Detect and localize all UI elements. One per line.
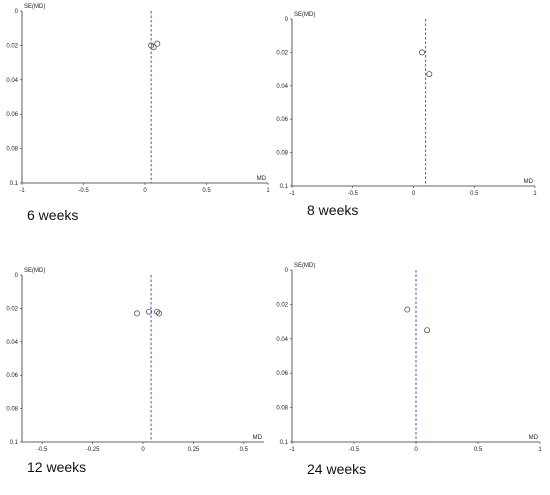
x-tick-label: 0.5	[470, 191, 479, 197]
study-point	[146, 308, 153, 315]
study-point	[404, 306, 411, 313]
x-tick-label: -1	[19, 188, 25, 194]
x-axis-label: MD	[257, 176, 267, 182]
x-tick-label: 0.5	[474, 447, 483, 453]
x-tick-label: 0	[141, 447, 145, 453]
y-tick-label: 0.1	[280, 440, 289, 446]
y-tick-label: 0.1	[10, 440, 19, 446]
y-axis-label: SE(MD)	[24, 4, 45, 10]
study-point	[154, 308, 161, 315]
x-tick-label: 0	[412, 191, 416, 197]
x-tick-label: 0.5	[240, 447, 249, 453]
x-tick-label: -0.25	[86, 447, 100, 453]
y-tick-label: 0	[15, 9, 19, 15]
y-tick-label: 0.06	[6, 373, 18, 379]
study-point	[150, 44, 157, 51]
y-tick-label: 0	[15, 273, 19, 279]
x-axis-label: MD	[524, 179, 534, 185]
study-point	[154, 40, 161, 47]
y-tick-label: 0.02	[276, 50, 288, 56]
caption-12-weeks: 12 weeks	[27, 459, 87, 475]
y-tick-label: 0.08	[276, 406, 288, 412]
y-tick-label: 0.06	[276, 371, 288, 377]
study-point	[133, 310, 140, 317]
study-point	[424, 327, 431, 334]
y-tick-label: 0.06	[6, 112, 18, 118]
y-axis-label: SE(MD)	[24, 268, 45, 274]
caption-6-weeks: 6 weeks	[27, 207, 79, 223]
y-axis-label: SE(MD)	[294, 12, 315, 18]
x-axis-label: MD	[529, 435, 539, 441]
x-tick-label: 1	[533, 191, 537, 197]
y-tick-label: 0.04	[6, 78, 18, 84]
y-tick-label: 0.08	[6, 147, 18, 153]
study-point	[419, 49, 426, 56]
x-tick-label: 1	[538, 447, 542, 453]
y-tick-label: 0.02	[276, 302, 288, 308]
x-tick-label: -0.5	[37, 447, 48, 453]
x-axis-label: MD	[253, 435, 263, 441]
x-tick-label: 0	[414, 447, 418, 453]
y-tick-label: 0	[285, 268, 289, 274]
y-tick-label: 0.04	[276, 84, 288, 90]
y-tick-label: 0	[285, 17, 289, 23]
y-tick-label: 0.1	[280, 184, 289, 190]
study-point	[156, 310, 163, 317]
y-tick-label: 0.02	[6, 43, 18, 49]
x-tick-label: -0.5	[348, 191, 359, 197]
x-tick-label: 0.5	[202, 188, 211, 194]
y-axis-label: SE(MD)	[294, 263, 315, 269]
x-tick-label: -0.5	[349, 447, 360, 453]
y-tick-label: 0.08	[6, 407, 18, 413]
study-point	[426, 71, 433, 78]
caption-24-weeks: 24 weeks	[307, 461, 367, 477]
y-tick-label: 0.06	[276, 117, 288, 123]
x-tick-label: 0.25	[188, 447, 200, 453]
y-tick-label: 0.1	[10, 181, 19, 187]
y-tick-label: 0.04	[6, 340, 18, 346]
x-tick-label: -1	[289, 447, 295, 453]
x-tick-label: 1	[266, 188, 270, 194]
x-tick-label: -0.5	[78, 188, 89, 194]
y-tick-label: 0.04	[276, 337, 288, 343]
x-tick-label: 0	[143, 188, 147, 194]
caption-8-weeks: 8 weeks	[307, 202, 359, 218]
y-tick-label: 0.02	[6, 306, 18, 312]
x-tick-label: -1	[289, 191, 295, 197]
y-tick-label: 0.08	[276, 151, 288, 157]
